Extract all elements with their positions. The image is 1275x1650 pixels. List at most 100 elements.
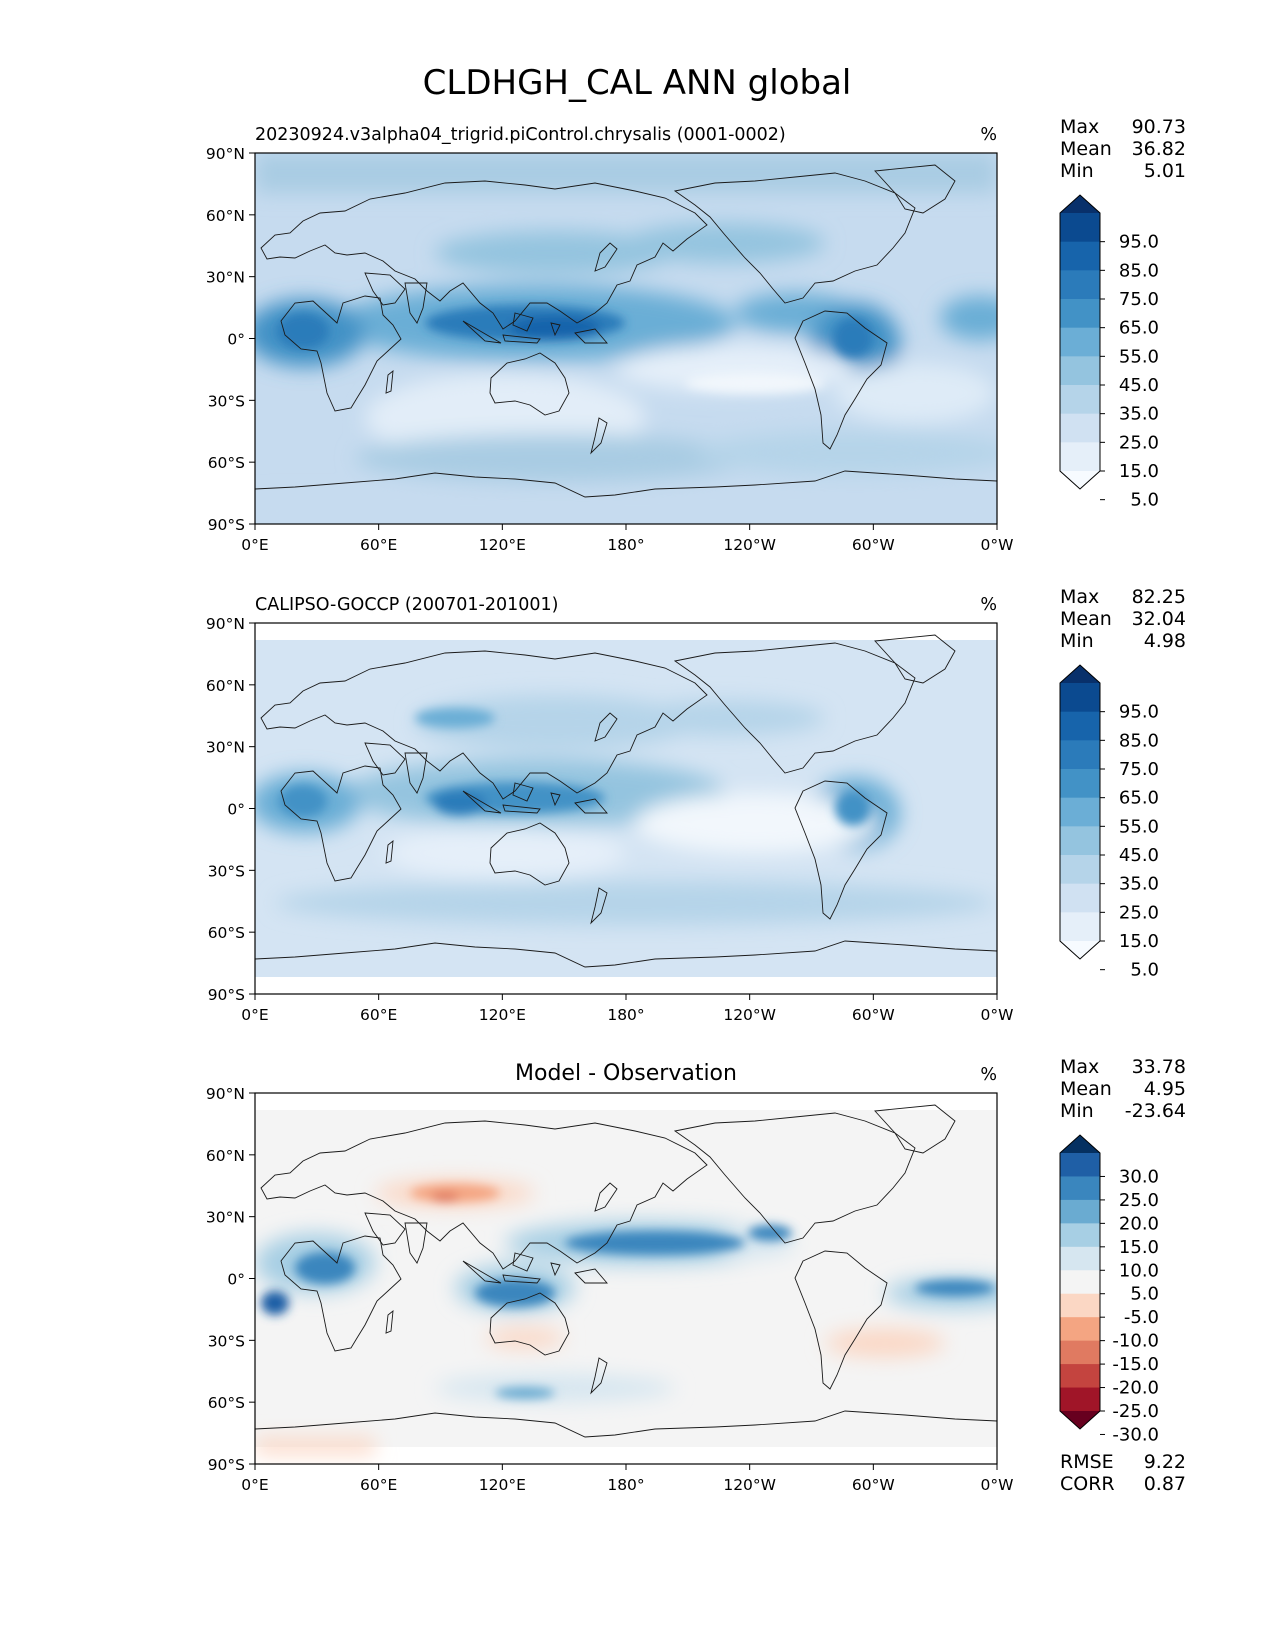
figure-title: CLDHGH_CAL ANN global [423, 63, 852, 103]
colorbar-label: 25.0 [1119, 1190, 1159, 1211]
lon-tick-label: 0°E [241, 1006, 268, 1024]
axes-layer: 90°N 60°N 30°N 0° 30°S 60°S 90°S 0°E 60°E 120°E 18… [206, 145, 1014, 1494]
lon-tick-label: 0°E [241, 536, 268, 554]
stat-label: Max [1060, 586, 1099, 608]
units-label: % [980, 125, 997, 145]
lon-tick-label: 0°W [981, 536, 1014, 554]
panel-title-center: Model - Observation [515, 1061, 737, 1086]
lat-tick-label: 90°S [208, 1456, 245, 1474]
colorbar-segment [1060, 912, 1100, 942]
colorbar-label: 5.0 [1130, 960, 1159, 981]
colorbar-segment [1060, 769, 1100, 799]
stat-label: Min [1060, 630, 1094, 652]
lon-tick-label: 120°W [723, 536, 776, 554]
colorbar-label: 5.0 [1130, 1284, 1159, 1305]
colorbar-label: 65.0 [1119, 318, 1159, 339]
lon-tick-label: 60°E [360, 536, 397, 554]
lat-tick-label: 0° [227, 331, 245, 349]
lat-tick-label: 60°S [208, 454, 245, 472]
lat-tick-label: 30°N [206, 739, 245, 757]
colorbar-segment [1060, 270, 1100, 300]
colorbar-segment [1060, 740, 1100, 770]
footer-stat-label: CORR [1060, 1473, 1115, 1495]
lat-tick-label: 30°S [208, 1332, 245, 1350]
colorbar-segment [1060, 241, 1100, 271]
stat-label: Min [1060, 1100, 1094, 1122]
lat-tick-label: 30°N [206, 269, 245, 287]
stat-value: 4.98 [1144, 630, 1186, 652]
units-label: % [980, 1065, 997, 1085]
colorbar-segment [1060, 883, 1100, 913]
colorbar-extend-bottom [1060, 1411, 1100, 1429]
lat-tick-label: 60°N [206, 1147, 245, 1165]
lat-tick-label: 0° [227, 1271, 245, 1289]
colorbar-segment [1060, 385, 1100, 415]
colorbar-segment [1060, 1223, 1100, 1248]
colorbar-label: -5.0 [1124, 1307, 1159, 1328]
map-obs [255, 623, 997, 994]
lon-tick-label: 180° [607, 1476, 644, 1494]
colorbar-label: 25.0 [1119, 902, 1159, 923]
lat-tick-label: 30°N [206, 1209, 245, 1227]
lon-tick-label: 180° [607, 536, 644, 554]
lat-tick-label: 0° [227, 801, 245, 819]
colorbar-label: 65.0 [1119, 788, 1159, 809]
colorbar-extend-bottom [1060, 941, 1100, 959]
colorbar-segment [1060, 1153, 1100, 1177]
stat-label: Mean [1060, 1078, 1112, 1100]
colorbar-label: -20.0 [1112, 1378, 1159, 1399]
colorbar-segment [1060, 797, 1100, 827]
lon-tick-label: 120°E [479, 1476, 526, 1494]
colorbar-segment [1060, 413, 1100, 443]
colorbar-label: 20.0 [1119, 1213, 1159, 1234]
colorbar-segment [1060, 1246, 1100, 1271]
colorbar-extend-top [1060, 195, 1100, 213]
lon-tick-label: 120°W [723, 1006, 776, 1024]
colorbar-segment [1060, 826, 1100, 856]
colorbar-label: 5.0 [1130, 490, 1159, 511]
colorbar: 95.0 85.0 75.0 65.0 55.0 45.0 35.0 25.0 15.0 5.0 [1059, 194, 1159, 511]
panel-title-left: 20230924.v3alpha04_trigrid.piControl.chr… [255, 125, 786, 145]
lat-tick-label: 90°N [206, 145, 245, 163]
panel-title-left: CALIPSO-GOCCP (200701-201001) [255, 595, 558, 615]
colorbar-label: -15.0 [1112, 1354, 1159, 1375]
colorbar-label: 95.0 [1119, 232, 1159, 253]
units-label: % [980, 595, 997, 615]
lon-tick-label: 60°E [360, 1006, 397, 1024]
colorbar-extend-bottom [1060, 471, 1100, 489]
colorbar-segment [1060, 1387, 1100, 1412]
colorbar: 95.0 85.0 75.0 65.0 55.0 45.0 35.0 25.0 15.0 5.0 [1059, 664, 1159, 981]
footer-stat-value: 9.22 [1144, 1451, 1186, 1473]
colorbar-label: -25.0 [1112, 1401, 1159, 1422]
panel-model: 20230924.v3alpha04_trigrid.piControl.chr… [254, 125, 998, 525]
lon-tick-label: 60°W [852, 1006, 895, 1024]
lon-tick-label: 120°W [723, 1476, 776, 1494]
colorbar-segment [1060, 1199, 1100, 1224]
lat-tick-label: 60°N [206, 677, 245, 695]
colorbar-label: 45.0 [1119, 375, 1159, 396]
lat-tick-label: 60°S [208, 924, 245, 942]
lat-tick-label: 30°S [208, 392, 245, 410]
lon-tick-label: 0°W [981, 1476, 1014, 1494]
lat-tick-label: 30°S [208, 862, 245, 880]
lat-tick-label: 90°N [206, 615, 245, 633]
lat-tick-label: 90°S [208, 986, 245, 1004]
stat-value: 36.82 [1132, 138, 1186, 160]
colorbar-segment [1060, 327, 1100, 357]
colorbar-label: 10.0 [1119, 1260, 1159, 1281]
colorbar-segment [1060, 1364, 1100, 1389]
colorbar-label: 95.0 [1119, 702, 1159, 723]
map-model [255, 153, 997, 524]
lon-tick-label: 120°E [479, 536, 526, 554]
stat-label: Min [1060, 160, 1094, 182]
colorbar-label: 85.0 [1119, 260, 1159, 281]
map-diff [255, 1093, 997, 1464]
footer-stat-value: 0.87 [1144, 1473, 1186, 1495]
lat-tick-label: 90°N [206, 1085, 245, 1103]
colorbar-segment [1060, 1176, 1100, 1201]
colorbar-segment [1060, 855, 1100, 885]
colorbar-label: 30.0 [1119, 1166, 1159, 1187]
colorbar-extend-top [1060, 1135, 1100, 1153]
stat-label: Mean [1060, 138, 1112, 160]
lon-tick-label: 0°W [981, 1006, 1014, 1024]
